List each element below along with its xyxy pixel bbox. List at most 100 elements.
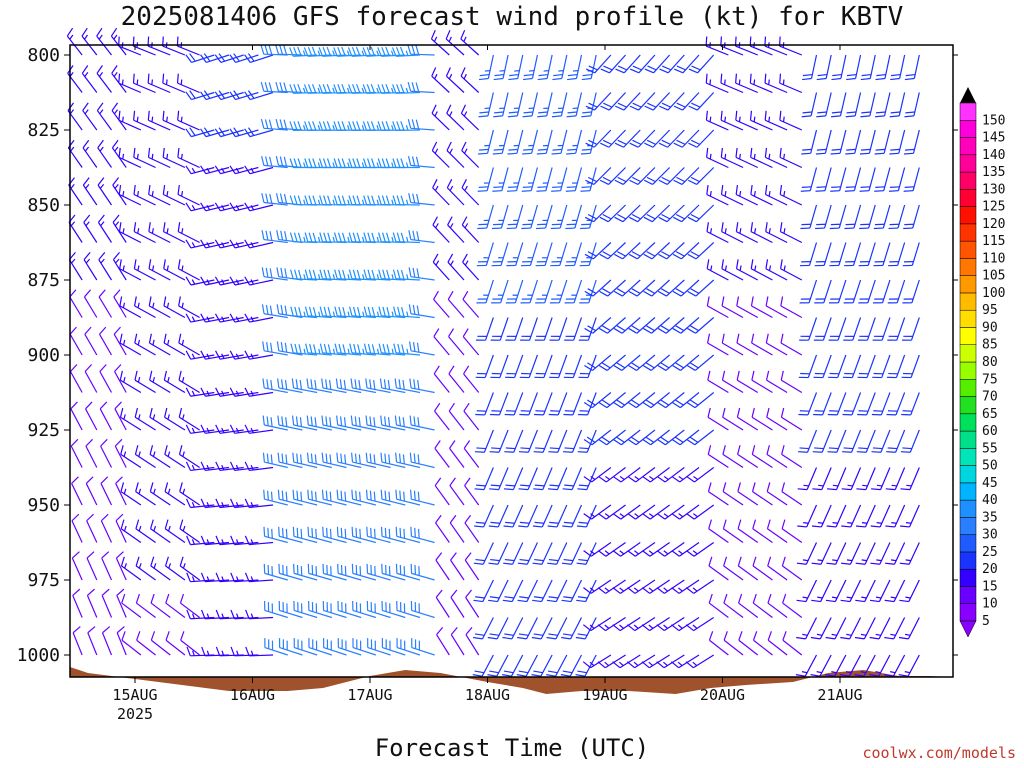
wind-barb [434, 440, 450, 468]
barb-staff [464, 559, 480, 581]
barb-flag [355, 46, 361, 57]
barb-flag [328, 379, 332, 390]
wind-barb [738, 631, 759, 656]
barb-flag [386, 269, 390, 280]
barb-staff [101, 595, 113, 618]
barb-flag [521, 190, 532, 192]
wind-barb [826, 504, 847, 528]
barb-flag [82, 177, 90, 186]
barb-half-flag [100, 258, 105, 264]
barb-flag [149, 370, 153, 381]
wind-barb [671, 504, 700, 520]
colorbar-segment [959, 102, 977, 121]
wind-barb [583, 504, 612, 520]
barb-half-flag [709, 116, 712, 122]
barb-flag [311, 527, 314, 538]
barb-staff [382, 647, 406, 656]
barb-flag [504, 558, 515, 562]
barb-flag [385, 46, 390, 57]
barb-half-flag [346, 50, 350, 56]
wind-barb [99, 401, 113, 431]
wind-barb [461, 179, 480, 206]
wind-barb [261, 156, 288, 169]
wind-barb [643, 167, 671, 186]
wind-barb [431, 104, 450, 131]
barb-half-flag [845, 671, 852, 674]
barb-flag [262, 452, 265, 463]
wind-barb [751, 482, 773, 506]
barb-flag [720, 110, 723, 121]
barb-flag [859, 190, 870, 192]
barb-staff [531, 54, 539, 79]
wind-barb [245, 646, 274, 657]
barb-staff [634, 579, 656, 594]
barb-flag [475, 596, 485, 599]
wind-barb [394, 415, 421, 431]
barb-half-flag [709, 153, 712, 160]
barb-flag [177, 110, 180, 121]
barb-flag [415, 45, 420, 55]
barb-flag [600, 142, 610, 148]
wind-barb [584, 354, 612, 371]
barb-flag [395, 526, 398, 537]
wind-barb [900, 467, 920, 491]
barb-flag [269, 231, 273, 241]
barb-staff [165, 602, 186, 618]
barb-staff [851, 392, 862, 416]
barb-flag [265, 193, 269, 204]
barb-flag [583, 513, 592, 520]
wind-barb [766, 519, 788, 543]
wind-barb [306, 378, 332, 394]
wind-barb [304, 269, 332, 281]
wind-barb [277, 489, 303, 506]
barb-flag [504, 633, 514, 636]
barb-flag [490, 521, 500, 524]
barb-flag [365, 378, 368, 388]
barb-half-flag [891, 522, 897, 524]
barb-staff [219, 391, 244, 397]
barb-staff [721, 342, 744, 356]
wind-barb [551, 129, 568, 155]
wind-barb [460, 30, 480, 56]
barb-flag [631, 251, 641, 257]
y-tick-label: 825 [27, 120, 60, 141]
barb-flag [337, 232, 342, 242]
barb-half-flag [235, 205, 240, 211]
barb-half-flag [724, 116, 727, 122]
wind-barb [450, 626, 465, 656]
wind-barb [903, 167, 920, 192]
barb-flag [584, 216, 594, 223]
barb-flag [351, 526, 354, 537]
barb-flag [721, 296, 725, 306]
barb-flag [561, 562, 572, 565]
wind-barb [859, 204, 876, 230]
wind-barb [185, 239, 215, 249]
wind-barb [582, 654, 612, 669]
barb-flag [861, 73, 872, 77]
wind-barb [490, 317, 509, 341]
wind-barb [244, 276, 274, 286]
wind-barb [612, 467, 641, 483]
wind-barb [463, 402, 480, 431]
barb-flag [708, 519, 712, 529]
wind-barb [116, 626, 127, 656]
barb-flag [887, 447, 898, 450]
barb-flag [281, 416, 284, 426]
wind-barb [380, 526, 406, 544]
barb-flag [215, 424, 221, 434]
barb-half-flag [250, 650, 254, 656]
wind-barb [277, 415, 303, 431]
credit-link[interactable]: coolwx.com/models [862, 744, 1016, 762]
barb-half-flag [167, 414, 170, 420]
wind-barb [781, 556, 803, 581]
barb-half-flag [464, 223, 469, 229]
wind-barb [391, 46, 420, 57]
barb-flag [673, 216, 683, 223]
barb-flag [447, 253, 454, 263]
barb-flag [214, 202, 221, 212]
barb-flag [578, 558, 588, 562]
wind-barb [434, 477, 450, 506]
wind-barb [461, 216, 480, 243]
wind-barb [585, 167, 612, 186]
wind-barb [333, 232, 362, 244]
